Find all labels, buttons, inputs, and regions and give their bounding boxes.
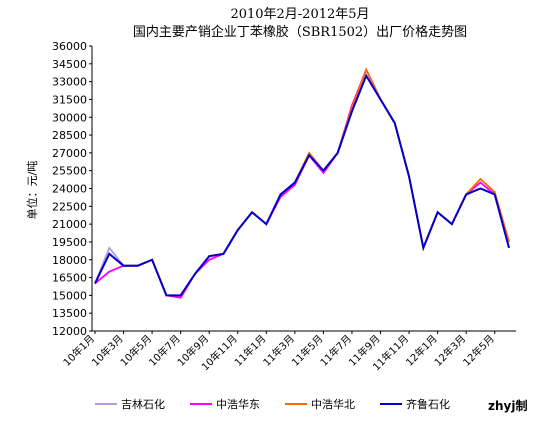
series-line <box>94 73 510 297</box>
y-tick-label: 33000 <box>52 76 87 89</box>
series-line <box>94 73 510 297</box>
y-axis-label: 单位：元/吨 <box>25 161 39 220</box>
chart-subtitle: 国内主要产销企业丁苯橡胶（SBR1502）出厂价格走势图 <box>133 24 467 40</box>
y-tick-label: 30000 <box>52 111 87 124</box>
y-tick-label: 18000 <box>52 254 87 267</box>
y-tick-label: 31500 <box>52 93 87 106</box>
y-tick-label: 12000 <box>52 325 87 338</box>
legend-label: 中浩华东 <box>216 397 260 411</box>
y-tick-label: 27000 <box>52 147 87 160</box>
y-tick-label: 21000 <box>52 218 87 231</box>
y-tick-label: 15000 <box>52 289 87 302</box>
y-tick-label: 36000 <box>52 40 87 53</box>
y-tick-label: 24000 <box>52 183 87 196</box>
note: zhyj制 <box>488 398 527 413</box>
chart-title: 2010年2月-2012年5月 <box>230 7 369 22</box>
y-tick-label: 22500 <box>52 200 87 213</box>
legend-label: 吉林石化 <box>121 397 165 411</box>
y-tick-label: 25500 <box>52 165 87 178</box>
series-line <box>94 67 510 297</box>
y-tick-label: 16500 <box>52 272 87 285</box>
legend-label: 齐鲁石化 <box>406 397 450 411</box>
y-tick-label: 19500 <box>52 236 87 249</box>
series-line <box>94 67 510 299</box>
x-tick-label: 12年5月 <box>460 332 497 369</box>
legend-label: 中浩华北 <box>311 397 355 411</box>
y-tick-label: 34500 <box>52 58 87 71</box>
y-tick-label: 28500 <box>52 129 87 142</box>
y-tick-label: 13500 <box>52 307 87 320</box>
